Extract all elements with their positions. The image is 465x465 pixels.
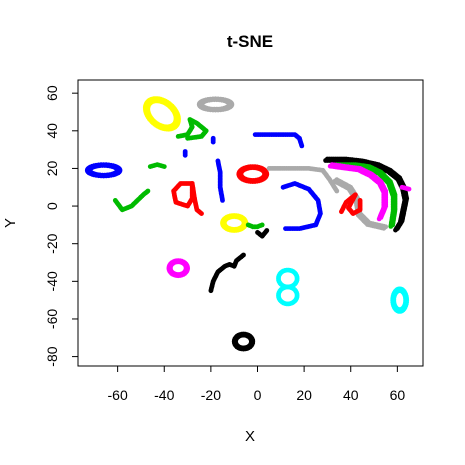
cluster [196, 96, 235, 113]
cluster [327, 162, 389, 222]
cluster [210, 135, 216, 145]
x-axis-label: X [245, 428, 255, 445]
cluster [112, 188, 151, 213]
y-axis-label: Y [2, 218, 19, 228]
data-point [334, 188, 340, 194]
cluster [390, 286, 410, 314]
y-tick-label: 60 [44, 85, 60, 101]
data-point [248, 340, 254, 346]
x-tick-label: 20 [296, 387, 312, 403]
data-point [170, 107, 176, 113]
data-point [241, 252, 246, 258]
cluster [339, 192, 363, 217]
x-tick-label: 40 [343, 387, 359, 403]
cluster [280, 181, 323, 232]
data-point [114, 168, 120, 174]
y-tick-label: 0 [44, 202, 60, 210]
cluster [255, 228, 270, 239]
data-point [388, 224, 394, 229]
cluster [276, 267, 300, 307]
chart-title: t-SNE [227, 32, 273, 51]
data-point [185, 135, 191, 141]
cluster [399, 184, 412, 192]
data-point [294, 277, 300, 283]
data-point [376, 216, 382, 222]
data-point [210, 135, 216, 141]
cluster [252, 132, 305, 149]
data-point [299, 143, 305, 149]
x-tick-label: 60 [390, 387, 406, 403]
data-point [403, 299, 408, 305]
data-point [294, 294, 300, 300]
cluster [84, 162, 123, 179]
cluster [175, 117, 209, 141]
x-tick-label: -60 [108, 387, 128, 403]
data-point [226, 102, 232, 108]
y-axis: -80 -60 -40 -20 0 20 40 60 [44, 85, 79, 367]
y-tick-label: -60 [44, 309, 60, 329]
data-point [264, 228, 270, 233]
data-point [241, 221, 247, 227]
data-point [183, 267, 189, 272]
cluster [171, 181, 204, 217]
data-point [199, 211, 204, 217]
cluster [166, 258, 191, 279]
y-tick-label: 40 [44, 123, 60, 139]
y-tick-label: -40 [44, 271, 60, 291]
x-tick-label: -20 [201, 387, 221, 403]
x-tick-label: 0 [254, 387, 262, 403]
data-point [406, 186, 412, 192]
data-point [393, 227, 398, 233]
y-tick-label: 20 [44, 160, 60, 176]
y-tick-label: -20 [44, 233, 60, 253]
cluster [142, 96, 181, 132]
data-point [283, 226, 288, 232]
cluster [220, 213, 249, 233]
cluster [236, 164, 270, 185]
x-tick-label: -40 [154, 387, 174, 403]
cluster [182, 149, 188, 158]
data-point [145, 188, 151, 194]
data-point [357, 198, 363, 203]
data-point [259, 222, 265, 228]
y-tick-label: -80 [44, 346, 60, 366]
points-layer [84, 96, 412, 352]
data-point [381, 225, 387, 231]
data-point [161, 164, 167, 170]
data-point [182, 149, 188, 154]
data-point [220, 198, 225, 203]
cluster [215, 158, 225, 203]
cluster [208, 252, 246, 294]
cluster [245, 222, 265, 230]
x-axis: -60 -40 -20 0 20 40 60 [108, 365, 406, 403]
cluster [231, 331, 256, 352]
cluster [266, 166, 340, 194]
cluster [147, 162, 167, 170]
data-point [262, 172, 267, 178]
